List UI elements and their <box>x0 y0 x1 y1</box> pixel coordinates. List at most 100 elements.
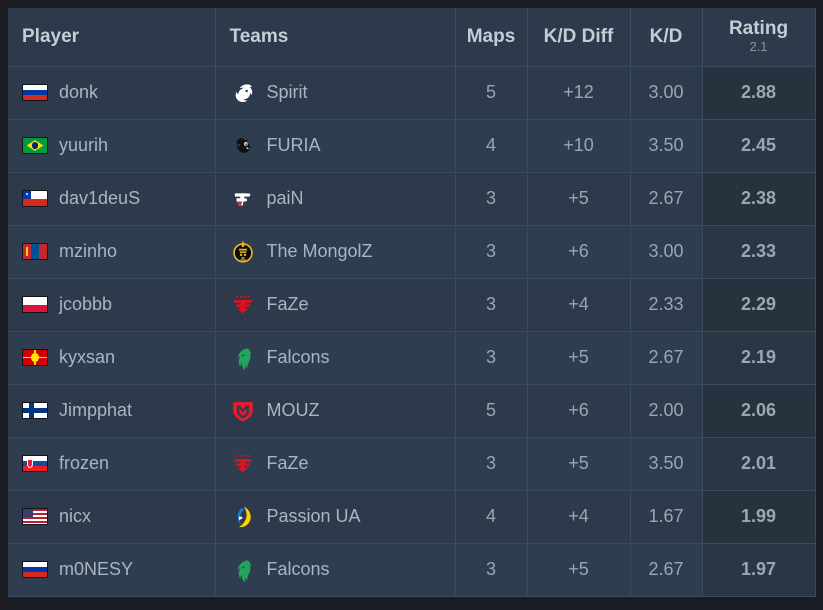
column-header-kd-diff[interactable]: K/D Diff <box>527 8 631 67</box>
cell-kd-diff: +5 <box>527 543 631 597</box>
team-name[interactable]: FaZe <box>266 294 309 314</box>
rating-header-version: 2.1 <box>749 38 768 54</box>
cell-kd-diff: +5 <box>527 331 631 385</box>
player-name[interactable]: kyxsan <box>59 347 116 367</box>
cell-kd-diff: +10 <box>527 119 631 173</box>
column-header-teams[interactable]: Teams <box>215 8 456 67</box>
cell-team: MOUZ <box>215 384 456 438</box>
cell-rating: 1.97 <box>702 543 816 597</box>
cell-kd-diff: +4 <box>527 490 631 544</box>
table-row[interactable]: dav1deuS paiN 3 +5 2.67 2.38 <box>8 172 816 226</box>
table-row[interactable]: nicx Passion UA 4 +4 1.67 1.99 <box>8 490 816 544</box>
column-header-kd[interactable]: K/D <box>630 8 703 67</box>
brazil-flag <box>22 137 48 154</box>
player-name[interactable]: jcobbb <box>59 294 113 314</box>
cell-team: FaZe <box>215 278 456 332</box>
spirit-logo <box>230 80 256 106</box>
cell-rating: 1.99 <box>702 490 816 544</box>
cell-kd-diff: +4 <box>527 278 631 332</box>
russia-flag <box>22 561 48 578</box>
cell-player: nicx <box>8 490 216 544</box>
table-row[interactable]: yuurih FURIA 4 +10 3.50 2.45 <box>8 119 816 173</box>
cell-kd: 2.00 <box>630 384 703 438</box>
table-row[interactable]: frozen FaZe 3 +5 3.50 2.01 <box>8 437 816 491</box>
cell-player: donk <box>8 66 216 120</box>
cell-team: FaZe <box>215 437 456 491</box>
player-name[interactable]: yuurih <box>59 135 109 155</box>
cell-maps: 3 <box>455 437 528 491</box>
cell-team: paiN <box>215 172 456 226</box>
team-name[interactable]: The MongolZ <box>266 241 373 261</box>
cell-kd: 2.33 <box>630 278 703 332</box>
player-stats-table: Player Teams Maps K/D Diff K/D Rating 2.… <box>8 8 816 597</box>
cell-maps: 3 <box>455 172 528 226</box>
faze-logo <box>230 292 256 318</box>
table-row[interactable]: jcobbb FaZe 3 +4 2.33 2.29 <box>8 278 816 332</box>
falcons-logo <box>230 345 256 371</box>
falcons-logo <box>230 557 256 583</box>
cell-maps: 5 <box>455 384 528 438</box>
cell-player: m0NESY <box>8 543 216 597</box>
team-name[interactable]: Passion UA <box>266 506 361 526</box>
cell-kd: 2.67 <box>630 543 703 597</box>
mouz-logo <box>230 398 256 424</box>
russia-flag <box>22 84 48 101</box>
cell-maps: 5 <box>455 66 528 120</box>
slovakia-flag <box>22 455 48 472</box>
table-body: donk Spirit 5 +12 3.00 2.88 yuurih FURIA 4 +10 3.5… <box>8 66 816 597</box>
column-header-player[interactable]: Player <box>8 8 216 67</box>
cell-rating: 2.19 <box>702 331 816 385</box>
team-name[interactable]: FURIA <box>266 135 321 155</box>
player-name[interactable]: frozen <box>59 453 110 473</box>
cell-player: yuurih <box>8 119 216 173</box>
cell-maps: 4 <box>455 490 528 544</box>
column-header-maps[interactable]: Maps <box>455 8 528 67</box>
table-row[interactable]: mzinho The MongolZ 3 +6 3.00 2.33 <box>8 225 816 279</box>
chile-flag <box>22 190 48 207</box>
cell-maps: 3 <box>455 278 528 332</box>
cell-kd-diff: +5 <box>527 172 631 226</box>
player-name[interactable]: mzinho <box>59 241 118 261</box>
cell-player: mzinho <box>8 225 216 279</box>
header-row: Player Teams Maps K/D Diff K/D Rating 2.… <box>8 8 816 67</box>
table-row[interactable]: Jimpphat MOUZ 5 +6 2.00 2.06 <box>8 384 816 438</box>
cell-rating: 2.38 <box>702 172 816 226</box>
player-name[interactable]: m0NESY <box>59 559 134 579</box>
cell-player: frozen <box>8 437 216 491</box>
poland-flag <box>22 296 48 313</box>
cell-team: Falcons <box>215 331 456 385</box>
table-row[interactable]: donk Spirit 5 +12 3.00 2.88 <box>8 66 816 120</box>
team-name[interactable]: paiN <box>266 188 304 208</box>
table-header: Player Teams Maps K/D Diff K/D Rating 2.… <box>8 8 816 67</box>
team-name[interactable]: Spirit <box>266 82 308 102</box>
usa-flag <box>22 508 48 525</box>
pain-logo <box>230 186 256 212</box>
cell-kd-diff: +12 <box>527 66 631 120</box>
player-name[interactable]: donk <box>59 82 99 102</box>
cell-maps: 3 <box>455 225 528 279</box>
team-name[interactable]: Falcons <box>266 347 330 367</box>
north-macedonia-flag <box>22 349 48 366</box>
team-name[interactable]: FaZe <box>266 453 309 473</box>
cell-team: Passion UA <box>215 490 456 544</box>
furia-logo <box>230 133 256 159</box>
table-row[interactable]: kyxsan Falcons 3 +5 2.67 2.19 <box>8 331 816 385</box>
cell-player: kyxsan <box>8 331 216 385</box>
player-name[interactable]: Jimpphat <box>59 400 133 420</box>
cell-rating: 2.45 <box>702 119 816 173</box>
column-header-rating[interactable]: Rating 2.1 <box>702 8 816 67</box>
player-name[interactable]: nicx <box>59 506 92 526</box>
finland-flag <box>22 402 48 419</box>
team-name[interactable]: MOUZ <box>266 400 320 420</box>
team-name[interactable]: Falcons <box>266 559 330 579</box>
cell-kd: 3.50 <box>630 119 703 173</box>
cell-maps: 3 <box>455 331 528 385</box>
rating-header-label: Rating <box>728 17 789 39</box>
cell-player: dav1deuS <box>8 172 216 226</box>
player-name[interactable]: dav1deuS <box>59 188 141 208</box>
table-row[interactable]: m0NESY Falcons 3 +5 2.67 1.97 <box>8 543 816 597</box>
cell-team: The MongolZ <box>215 225 456 279</box>
cell-rating: 2.01 <box>702 437 816 491</box>
passionua-logo <box>230 504 256 530</box>
cell-kd-diff: +6 <box>527 384 631 438</box>
